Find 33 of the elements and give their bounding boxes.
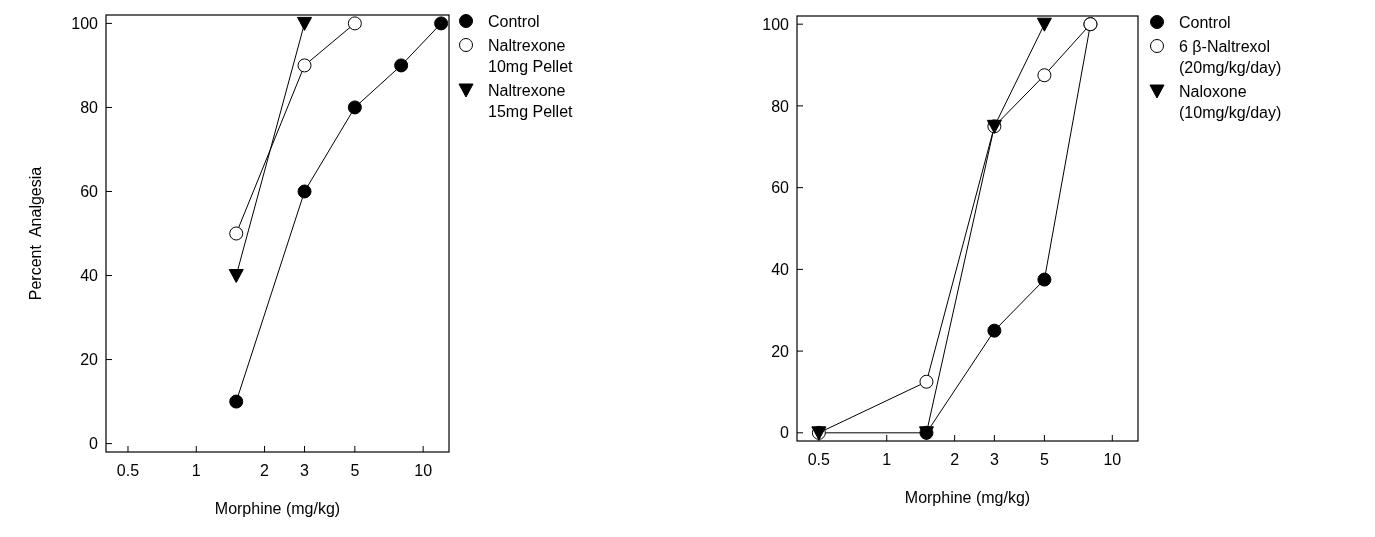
y-tick-label: 80 — [80, 99, 99, 117]
y-tick-label: 0 — [780, 424, 790, 442]
x-tick-label: 5 — [1039, 451, 1049, 468]
legend-label: Naltrexone 15mg Pellet — [488, 81, 574, 120]
legend-label: Control — [1179, 13, 1231, 31]
legend-label: Naloxone (10mg/kg/day) — [1179, 82, 1282, 121]
x-axis-title: Morphine (mg/kg) — [904, 489, 1031, 506]
y-tick-label: 60 — [771, 179, 790, 197]
y-tick-label: 40 — [771, 260, 790, 278]
x-axis-title: Morphine (mg/kg) — [214, 500, 341, 517]
x-tick-label: 2 — [260, 462, 270, 479]
x-tick-label: 3 — [989, 451, 999, 468]
y-tick-label: 80 — [771, 97, 790, 115]
x-tick-label: 0.5 — [116, 462, 140, 479]
y-tick-label: 60 — [80, 183, 99, 201]
y-tick-label: 20 — [771, 342, 790, 360]
x-tick-label: 0.5 — [807, 451, 831, 468]
x-tick-label: 1 — [882, 451, 892, 468]
legend-label: 6 β-Naltrexol (20mg/kg/day) — [1179, 37, 1282, 76]
x-tick-label: 3 — [300, 462, 310, 479]
x-tick-label: 2 — [950, 451, 960, 468]
y-tick-label: 0 — [89, 435, 99, 453]
y-tick-label: 100 — [762, 15, 790, 33]
legend-label: Control — [488, 12, 540, 30]
legend-label: Naltrexone 10mg Pellet — [488, 36, 574, 75]
x-tick-label: 10 — [1103, 451, 1122, 468]
y-tick-label: 20 — [80, 351, 99, 369]
y-tick-label: 40 — [80, 267, 99, 285]
x-tick-label: 5 — [350, 462, 360, 479]
y-tick-label: 100 — [71, 15, 99, 32]
y-axis-title: Percent Analgesia — [27, 166, 44, 301]
x-tick-label: 1 — [191, 462, 201, 479]
x-tick-label: 10 — [414, 462, 433, 479]
